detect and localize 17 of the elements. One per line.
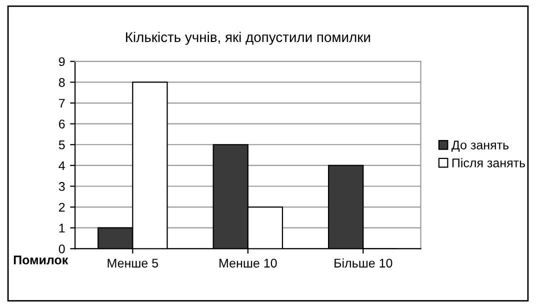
y-tick-label: 6 <box>59 120 65 128</box>
legend-label: Після занять <box>452 158 526 168</box>
y-tick-label: 2 <box>58 202 65 212</box>
y-tick-label: 7 <box>59 98 65 108</box>
x-axis-title: Помилок <box>14 256 68 264</box>
y-tick-label: 0 <box>58 244 65 254</box>
y-tick-label: 5 <box>58 140 65 150</box>
x-tick-label: Менше 5 <box>108 258 158 268</box>
chart-title: Кількість учнів, які допустили помилки <box>126 32 370 45</box>
y-tick-label: 1 <box>59 224 65 232</box>
y-tick-label: 4 <box>58 161 65 170</box>
legend-label: До занять <box>452 140 509 152</box>
x-tick-label: Менше 10 <box>220 258 277 268</box>
y-tick-label: 3 <box>58 182 65 191</box>
y-tick-label: 9 <box>58 57 65 66</box>
x-tick-label: Більше 10 <box>334 258 392 268</box>
y-tick-label: 8 <box>58 78 65 87</box>
